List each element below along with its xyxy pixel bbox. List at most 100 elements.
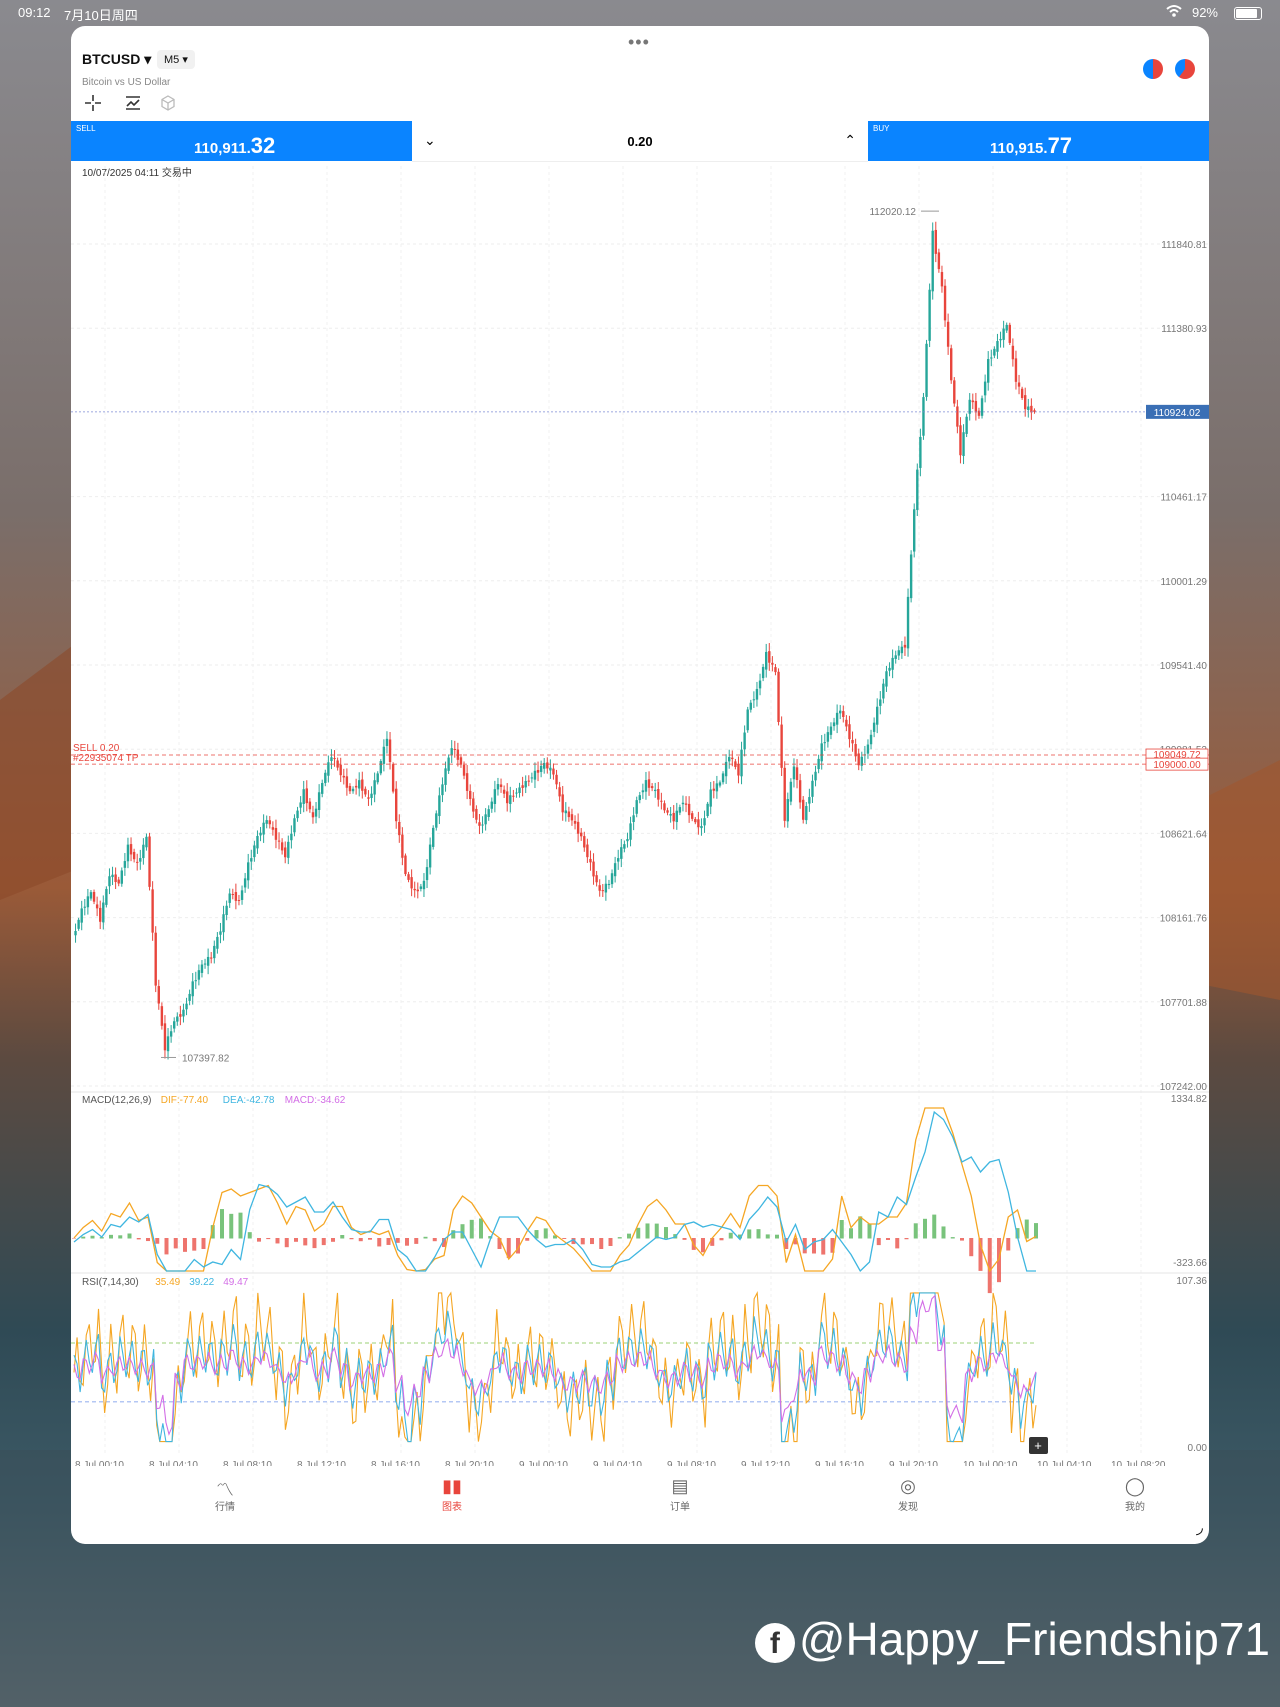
candle-body: [601, 890, 604, 892]
candle-body: [558, 787, 561, 797]
buy-button[interactable]: BUY 110,915.77: [868, 121, 1209, 161]
nav-orders[interactable]: ▤ 订单: [640, 1476, 720, 1513]
candle-body: [160, 1006, 164, 1026]
candle-body: [845, 719, 848, 727]
volume-value[interactable]: 0.20: [627, 134, 653, 149]
candle-body: [598, 885, 601, 891]
sell-button[interactable]: SELL 110,911.32: [71, 121, 412, 161]
price-axis-label: 111380.93: [1161, 324, 1207, 335]
time-axis-label: 8 Jul 16:10: [371, 1460, 420, 1466]
candle-body: [524, 781, 527, 788]
time-axis-label: 9 Jul 16:10: [815, 1460, 864, 1466]
candle-body: [506, 791, 509, 804]
nav-discover[interactable]: ◎ 发现: [868, 1476, 948, 1513]
candle-body: [413, 888, 416, 891]
candle-body: [715, 783, 719, 792]
nav-profile[interactable]: ◯ 我的: [1095, 1476, 1175, 1513]
candle-body: [179, 1014, 182, 1017]
candle-body: [425, 867, 429, 881]
candle-body: [256, 835, 259, 849]
resize-handle-icon[interactable]: ◞: [1196, 1517, 1203, 1537]
rsi-line: [73, 1292, 1037, 1443]
candle-body: [487, 809, 490, 818]
candle-body: [906, 596, 910, 649]
macd-histogram-bar: [266, 1238, 271, 1240]
nav-chart[interactable]: ▮▮ 图表: [412, 1476, 492, 1513]
macd-histogram-bar: [867, 1223, 872, 1239]
candle-body: [77, 919, 80, 929]
macd-legend: DIF:-77.40: [161, 1095, 209, 1106]
candle-body: [210, 957, 213, 959]
macd-histogram-bar: [654, 1223, 659, 1239]
candle-body: [422, 880, 426, 890]
symbol-selector[interactable]: BTCUSD ▾: [82, 51, 151, 68]
candle-body: [549, 767, 552, 771]
candle-body: [447, 757, 450, 771]
candle-body: [962, 432, 965, 456]
candle-body: [203, 963, 207, 965]
candle-body: [1024, 395, 1027, 410]
candle-body: [225, 905, 228, 916]
chevron-up-icon[interactable]: ⌃: [844, 132, 856, 148]
macd-histogram-bar: [321, 1238, 326, 1246]
candle-body: [145, 836, 148, 848]
candle-body: [885, 671, 888, 687]
macd-histogram-bar: [497, 1238, 502, 1249]
price-axis-label: 111840.81: [1161, 240, 1207, 251]
chevron-down-icon[interactable]: ⌄: [424, 132, 436, 148]
candle-body: [872, 722, 876, 732]
candle-body: [142, 844, 145, 859]
candle-body: [857, 753, 860, 766]
symbol-description: Bitcoin vs US Dollar: [82, 77, 171, 88]
macd-histogram-bar: [571, 1238, 576, 1245]
candle-body: [909, 554, 913, 599]
candle-body: [231, 894, 234, 896]
macd-histogram-bar: [895, 1238, 900, 1249]
candle-body: [502, 789, 506, 794]
macd-histogram-bar: [728, 1232, 733, 1239]
candle-body: [83, 906, 86, 908]
candle-body: [805, 806, 808, 821]
nav-quotes[interactable]: 〽行情: [185, 1476, 265, 1513]
price-chart[interactable]: 111840.81 111380.93 110461.17 110001.29 1095…: [71, 26, 1209, 1466]
candle-body: [268, 820, 271, 825]
candle-body: [953, 380, 956, 404]
price-axis-label: 108161.76: [1160, 914, 1208, 925]
price-axis-label: 107701.88: [1160, 998, 1208, 1009]
macd-histogram-bar: [784, 1238, 789, 1249]
indicator-icon[interactable]: [122, 94, 144, 114]
cube-icon[interactable]: [157, 94, 179, 114]
price-axis-label: 110461.17: [1160, 493, 1207, 504]
crosshair-icon[interactable]: [82, 94, 104, 114]
candle-body: [169, 1031, 173, 1037]
candle-body: [589, 858, 592, 863]
candle-body: [194, 980, 197, 982]
candle-body: [484, 814, 487, 825]
candle-body: [869, 734, 873, 745]
candle-body: [509, 795, 512, 805]
candle-body: [632, 815, 635, 822]
candle-body: [672, 812, 675, 822]
account-logo-icon[interactable]: [1175, 59, 1195, 79]
candle-body: [173, 1021, 176, 1029]
facebook-icon: f: [754, 1622, 795, 1663]
candle-body: [1020, 388, 1024, 398]
candle-body: [391, 764, 395, 792]
watermark: f @Happy_Friendship71: [754, 1612, 1270, 1666]
macd-histogram-bar: [109, 1234, 113, 1239]
candle-body: [373, 780, 376, 795]
candle-body: [706, 803, 709, 817]
macd-histogram-bar: [303, 1238, 308, 1246]
time-axis-label: 9 Jul 00:10: [519, 1460, 568, 1466]
macd-histogram-bar: [997, 1238, 1001, 1283]
candle-body: [990, 357, 993, 359]
timeframe-selector[interactable]: M5 ▾: [157, 50, 195, 69]
candle-body: [678, 807, 682, 813]
volume-stepper[interactable]: ⌄ 0.20 ⌃: [412, 121, 868, 162]
macd-histogram-bar: [1024, 1219, 1029, 1239]
window-grabber-icon[interactable]: •••: [628, 32, 650, 52]
candle-body: [795, 767, 799, 781]
candle-body: [219, 931, 222, 935]
macd-histogram-bar: [432, 1238, 437, 1242]
macd-histogram-bar: [479, 1218, 483, 1239]
